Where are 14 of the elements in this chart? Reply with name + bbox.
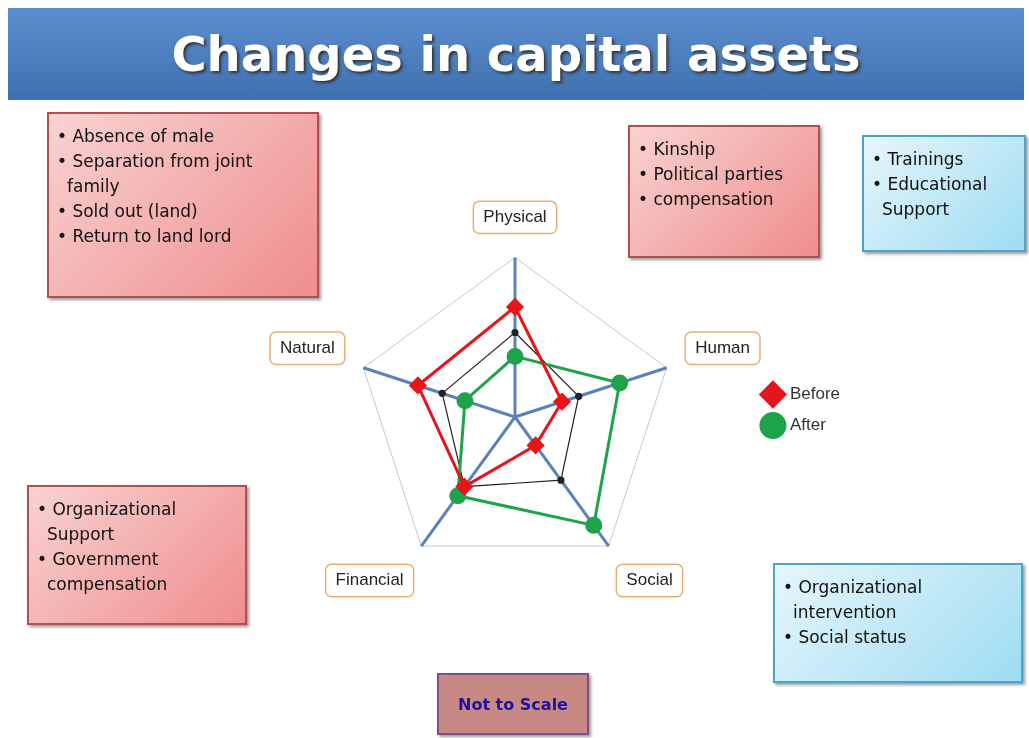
legend-label: Before xyxy=(789,384,841,404)
spoke-label: Human xyxy=(695,337,751,357)
text: • Absence of male • Separation from joint family • Sold out (land) • Return to land lord xyxy=(57,125,254,248)
text: • Organizational Support • Government compensation xyxy=(37,498,178,596)
spoke-label: Natural xyxy=(279,337,335,357)
spoke-label: Physical xyxy=(483,207,547,227)
text: • Trainings • Educational Support xyxy=(872,148,989,221)
spoke-label: Social xyxy=(626,570,673,590)
spoke-label: Financial xyxy=(335,570,404,590)
text: Not to Scale xyxy=(458,693,568,716)
legend-label: After xyxy=(789,415,827,435)
text: • Organizational intervention • Social status xyxy=(783,576,924,649)
text: • Kinship • Political parties • compensation xyxy=(638,138,785,211)
chart-title: Changes in capital assets xyxy=(8,8,1024,100)
